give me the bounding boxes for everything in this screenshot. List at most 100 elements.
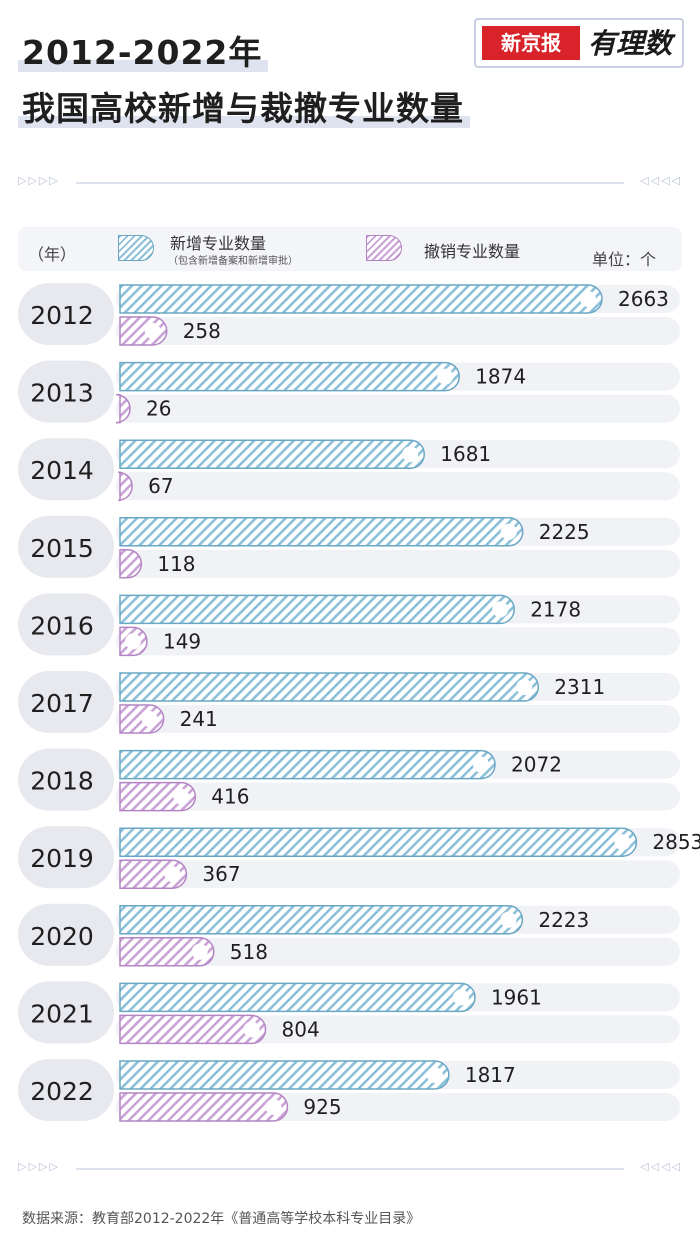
year-pill — [18, 826, 114, 889]
bar-revoked-end-dot — [265, 1099, 282, 1115]
brand-logo: 新京报 有理数 — [474, 18, 684, 68]
bar-new-value: 2311 — [554, 675, 605, 699]
year-pill — [18, 283, 114, 345]
bar-revoked-end-dot — [173, 788, 190, 805]
bar-revoked-value: 241 — [180, 707, 218, 731]
legend-swatch-new — [118, 235, 154, 261]
arrow-right-icon: ▷▷▷▷ — [18, 1160, 60, 1173]
year-axis-label: （年） — [28, 245, 77, 264]
bar-new — [119, 905, 524, 935]
bar-new-end-dot — [437, 368, 454, 385]
bar-new-end-dot — [452, 989, 469, 1006]
bar-revoked-value: 258 — [183, 319, 221, 343]
bar-track — [116, 860, 680, 889]
bar-new — [119, 594, 515, 625]
bar-revoked-end-dot — [164, 866, 181, 883]
bar-revoked — [119, 1014, 267, 1045]
year-label: 2012 — [30, 301, 94, 330]
legend-label-revoked: 撤销专业数量 — [424, 242, 521, 261]
bar-new — [119, 827, 638, 857]
bar-track — [116, 317, 680, 345]
unit-label: 单位：个 — [592, 250, 657, 269]
bar-new-end-dot — [426, 1067, 443, 1083]
year-label: 2015 — [30, 534, 94, 563]
bar-new — [119, 439, 425, 469]
bar-new-end-dot — [580, 291, 596, 307]
page-title-line1: 2012-2022年 — [17, 33, 269, 72]
top-divider: ▷▷▷▷ ◁◁◁◁ — [18, 174, 682, 190]
arrow-left-icon: ◁◁◁◁ — [640, 174, 682, 187]
bar-new-end-dot — [402, 446, 419, 463]
bar-revoked-value: 118 — [157, 552, 195, 576]
bar-revoked-value: 925 — [303, 1095, 341, 1119]
data-source-note: 数据来源：教育部2012-2022年《普通高等学校本科专业目录》 — [22, 1211, 421, 1227]
bar-revoked-end-dot — [124, 633, 141, 650]
year-pill — [18, 515, 114, 578]
year-label: 2013 — [30, 379, 94, 408]
year-pill — [18, 593, 114, 656]
bar-new-value: 1817 — [465, 1063, 516, 1087]
bar-revoked — [115, 393, 131, 424]
year-pill — [18, 360, 114, 423]
bar-new-value: 2178 — [530, 597, 581, 621]
page-title-line2: 我国高校新增与裁撤专业数量 — [18, 89, 470, 128]
bar-new-value: 2223 — [538, 908, 589, 932]
year-pill — [18, 671, 114, 733]
year-label: 2018 — [30, 767, 94, 796]
bar-new-value: 2853 — [652, 830, 700, 854]
bar-revoked-end-dot — [141, 711, 158, 727]
year-pill — [18, 438, 114, 501]
year-pill — [18, 748, 114, 811]
bottom-divider: ▷▷▷▷ ◁◁◁◁ — [18, 1160, 682, 1176]
bar-revoked-value: 67 — [148, 474, 173, 498]
bar-revoked — [118, 471, 133, 501]
brand-logo-subtext: 有理数 — [588, 27, 673, 60]
bar-new — [119, 1060, 450, 1090]
brand-logo-text: 新京报 — [482, 26, 580, 60]
bar-track — [116, 627, 680, 656]
bar-new-value: 2663 — [618, 287, 669, 311]
bar-new-end-dot — [500, 911, 517, 928]
bar-new-end-dot — [473, 756, 490, 773]
bar-track — [116, 937, 680, 966]
bar-revoked-value: 416 — [211, 785, 249, 809]
bar-new-end-dot — [614, 834, 631, 851]
bar-track — [116, 782, 680, 811]
legend-sublabel-new: （包含新增备案和新增审批） — [168, 256, 298, 267]
year-label: 2017 — [30, 689, 94, 718]
bar-track — [116, 472, 680, 501]
bar-new — [119, 982, 476, 1013]
title-block: 2012-2022年 我国高校新增与裁撤专业数量 — [17, 32, 470, 130]
bar-revoked-value: 149 — [163, 629, 201, 653]
bar-new — [119, 284, 603, 314]
year-pill — [18, 981, 114, 1044]
legend-swatch-revoked — [366, 235, 402, 261]
chart-legend: （年） 新增专业数量 （包含新增备案和新增审批） 撤销专业数量 单位：个 — [18, 227, 682, 271]
bar-revoked — [119, 549, 143, 579]
bar-revoked — [119, 1092, 289, 1122]
bar-new-value: 1874 — [475, 365, 526, 389]
bar-new-value: 2072 — [511, 753, 562, 777]
bar-new-value: 1961 — [491, 985, 542, 1009]
year-label: 2016 — [30, 611, 94, 640]
year-label: 2022 — [30, 1077, 94, 1106]
bar-track — [116, 705, 680, 733]
year-label: 2019 — [30, 844, 94, 873]
year-label: 2021 — [30, 999, 94, 1028]
bar-new-end-dot — [516, 679, 533, 695]
bar-new — [119, 361, 460, 392]
bar-revoked — [119, 781, 196, 812]
year-pill — [18, 1059, 114, 1121]
bar-new-end-dot — [492, 601, 509, 618]
bar-new — [119, 672, 539, 702]
bar-revoked-value: 26 — [146, 397, 171, 421]
year-label: 2014 — [30, 456, 94, 485]
arrow-right-icon: ▷▷▷▷ — [18, 174, 60, 187]
bar-revoked-end-dot — [144, 323, 161, 339]
bar-track — [116, 394, 680, 423]
legend-label-new: 新增专业数量 — [170, 234, 267, 253]
bar-new-end-dot — [500, 523, 517, 540]
bar-revoked-end-dot — [243, 1021, 260, 1038]
year-pill — [18, 903, 114, 966]
